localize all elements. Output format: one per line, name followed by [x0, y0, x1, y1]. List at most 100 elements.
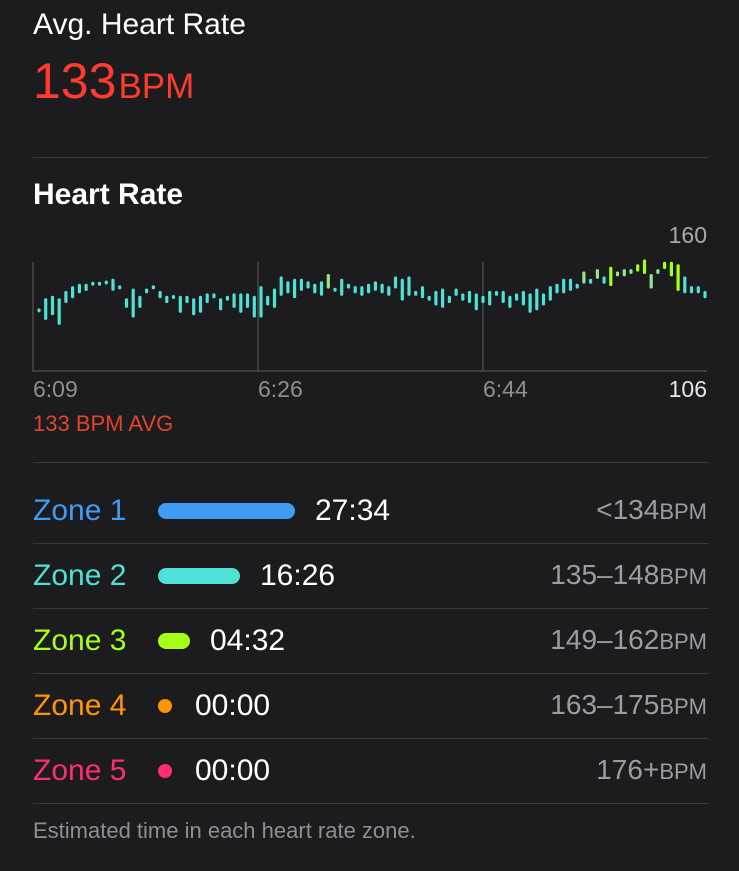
heart-rate-bar [656, 269, 660, 274]
zone-divider [33, 673, 709, 674]
heart-rate-bar [118, 285, 122, 290]
heart-rate-bar [367, 283, 371, 294]
heart-rate-bar [427, 295, 431, 301]
heart-rate-bar [615, 271, 620, 277]
zone-duration-bar [158, 568, 240, 584]
heart-rate-bar [602, 276, 606, 284]
heart-rate-bar [541, 293, 546, 306]
zone-range-unit: BPM [659, 499, 707, 524]
heart-rate-bar [360, 286, 364, 296]
heart-rate-bar [555, 283, 559, 294]
heart-rate-bar [568, 278, 573, 291]
heart-rate-bar [346, 283, 351, 289]
heart-rate-bar [198, 295, 203, 313]
zone-range-value: 163–175 [550, 689, 660, 720]
zone-duration-bar [158, 633, 190, 649]
heart-rate-bar [689, 286, 694, 294]
heart-rate-bar [676, 264, 680, 291]
heart-rate-bar [171, 295, 176, 299]
heart-rate-bar [131, 288, 135, 318]
heart-rate-bar [447, 295, 451, 304]
heart-rate-bar [535, 288, 539, 311]
heart-rate-bar [145, 288, 149, 294]
zone-row[interactable]: Zone 4 00:00 163–175BPM [33, 675, 707, 739]
heart-rate-bar [192, 298, 196, 316]
heart-rate-bar [441, 288, 445, 308]
heart-rate-bar [669, 261, 673, 277]
heart-rate-bar [474, 293, 478, 311]
heart-rate-bar [595, 269, 599, 279]
heart-rate-bar [407, 276, 411, 296]
x-tick-label: 6:09 [33, 376, 78, 402]
zone-name: Zone 3 [33, 624, 127, 657]
zone-range-unit: BPM [659, 759, 707, 784]
avg-heart-rate-number: 133 [33, 53, 117, 109]
heart-rate-bar [696, 286, 700, 294]
avg-caption: 133 BPM AVG [33, 411, 174, 436]
zone-time: 00:00 [195, 754, 271, 787]
zone-divider [33, 543, 709, 544]
heart-rate-bar [548, 286, 552, 301]
heart-rate-bar [185, 295, 189, 304]
avg-heart-rate-label: Avg. Heart Rate [33, 8, 246, 41]
zone-range-unit: BPM [659, 629, 707, 654]
zone-divider [33, 803, 709, 804]
heart-rate-bar [77, 283, 81, 294]
heart-rate-bar [434, 290, 438, 306]
chart-marks [37, 259, 707, 325]
zone-range-value: 176+ [596, 754, 660, 785]
heart-rate-bar [663, 261, 667, 270]
heart-rate-bar [515, 293, 519, 301]
zone-range-value: 149–162 [550, 624, 660, 655]
heart-rate-bar [589, 278, 593, 284]
heart-rate-bar [575, 283, 579, 289]
zone-row[interactable]: Zone 5 00:00 176+BPM [33, 740, 707, 804]
heart-rate-bar [521, 290, 525, 306]
section-divider [33, 462, 709, 463]
chart-grid [32, 262, 707, 372]
heart-rate-bar [232, 293, 236, 308]
heart-rate-bar [387, 286, 391, 296]
heart-rate-bar [219, 298, 223, 311]
heart-rate-bar [508, 295, 512, 308]
heart-rate-bar [299, 278, 303, 291]
heart-rate-bar [71, 286, 75, 299]
heart-rate-bar [622, 269, 626, 277]
heart-rate-bar [582, 271, 586, 284]
zone-time: 00:00 [195, 689, 271, 722]
heart-rate-bar [414, 290, 418, 296]
heart-rate-bar [151, 285, 155, 290]
heart-rate-bar [353, 286, 357, 294]
zone-range: 149–162BPM [550, 624, 707, 656]
heart-rate-bar [239, 293, 243, 313]
x-tick-label: 6:26 [258, 376, 303, 402]
zone-name: Zone 5 [33, 754, 127, 787]
heart-rate-bar [178, 295, 182, 313]
heart-rate-bar [562, 278, 566, 294]
zone-range-unit: BPM [659, 564, 707, 589]
heart-rate-bar [286, 281, 290, 294]
heart-rate-bar [400, 278, 404, 301]
zone-name: Zone 2 [33, 559, 127, 592]
chart-title: Heart Rate [33, 178, 184, 211]
heart-rate-bar [91, 281, 95, 286]
heart-rate-bar [467, 290, 472, 303]
heart-rate-bar [461, 293, 465, 301]
heart-rate-bar [629, 269, 633, 274]
zone-row[interactable]: Zone 1 27:34 <134BPM [33, 480, 707, 544]
zone-row[interactable]: Zone 2 16:26 135–148BPM [33, 545, 707, 609]
zone-range-value: <134 [596, 494, 660, 525]
heart-rate-bar [37, 308, 41, 313]
heart-rate-bar [333, 287, 337, 292]
zone-divider [33, 738, 709, 739]
zone-duration-bar [158, 503, 295, 519]
heart-rate-bar [703, 290, 707, 299]
zone-row[interactable]: Zone 3 04:32 149–162BPM [33, 610, 707, 674]
zone-range-value: 135–148 [550, 559, 660, 590]
heart-rate-bar [44, 298, 48, 320]
heart-rate-bar [326, 274, 330, 289]
heart-rate-bar [636, 264, 640, 272]
zone-duration-bar [158, 764, 172, 778]
heart-rate-bar [64, 290, 68, 303]
y-axis-min-label: 106 [668, 376, 707, 402]
